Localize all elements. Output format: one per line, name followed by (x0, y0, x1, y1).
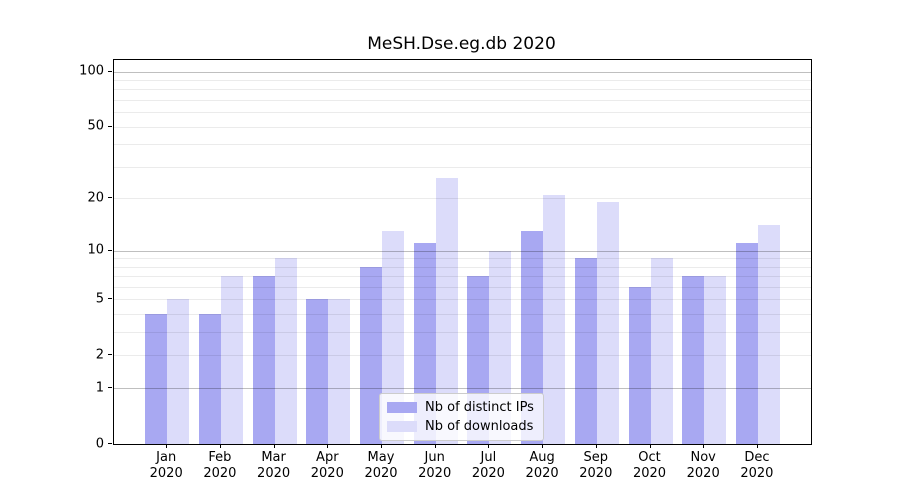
x-tick-mark-jul (488, 444, 490, 448)
x-tick-label-may: May 2020 (364, 450, 398, 481)
gridline-minor-y-60 (114, 112, 811, 114)
plot-area: Nb of distinct IPs Nb of downloads (113, 59, 812, 445)
bar-nb-of-downloads-may (382, 231, 404, 444)
bar-nb-of-distinct-ips-oct (628, 286, 651, 444)
x-tick-mark-apr (327, 444, 329, 448)
x-tick-mark-aug (542, 444, 544, 448)
x-tick-mark-jun (434, 444, 436, 448)
legend-swatch-distinct-ips-icon (387, 401, 417, 413)
bar-nb-of-distinct-ips-feb (198, 314, 221, 444)
bar-nb-of-distinct-ips-may (360, 266, 382, 444)
y-tick-mark-100 (108, 70, 112, 72)
bar-nb-of-downloads-dec (757, 225, 780, 444)
y-tick-label-2: 2 (95, 347, 104, 363)
x-tick-label-aug: Aug 2020 (525, 450, 559, 481)
gridline-minor-y-80 (114, 89, 811, 91)
gridline-minor-y-4 (114, 314, 811, 316)
legend: Nb of distinct IPs Nb of downloads (379, 393, 544, 441)
x-tick-label-jan: Jan 2020 (149, 450, 183, 481)
grid-layer (114, 60, 811, 444)
gridline-major-y-100 (114, 71, 811, 73)
gridline-minor-y-8 (114, 266, 811, 268)
x-tick-mark-jan (166, 444, 168, 448)
y-tick-mark-2 (108, 354, 112, 356)
bar-nb-of-downloads-apr (328, 299, 351, 444)
bar-nb-of-distinct-ips-nov (682, 276, 705, 444)
gridline-minor-y-70 (114, 100, 811, 102)
gridline-minor-y-6 (114, 286, 811, 288)
legend-label-downloads: Nb of downloads (425, 419, 534, 435)
x-tick-mark-oct (649, 444, 651, 448)
y-tick-label-1: 1 (95, 380, 104, 396)
y-tick-mark-5 (108, 298, 112, 300)
x-tick-label-mar: Mar 2020 (257, 450, 291, 481)
gridline-minor-y-30 (114, 166, 811, 168)
x-tick-mark-dec (756, 444, 758, 448)
bar-nb-of-downloads-oct (650, 258, 673, 444)
x-tick-mark-sep (595, 444, 597, 448)
x-tick-label-dec: Dec 2020 (740, 450, 774, 481)
gridline-minor-y-50 (114, 126, 811, 128)
legend-row-downloads: Nb of downloads (380, 419, 543, 434)
gridline-minor-y-5 (114, 299, 811, 301)
y-tick-label-20: 20 (87, 190, 104, 206)
y-tick-mark-1 (108, 387, 112, 389)
y-tick-mark-20 (108, 197, 112, 199)
x-tick-label-feb: Feb 2020 (203, 450, 237, 481)
bar-nb-of-downloads-jan (167, 299, 190, 444)
x-tick-label-jun: Jun 2020 (418, 450, 452, 481)
chart-title: MeSH.Dse.eg.db 2020 (367, 34, 556, 54)
bar-nb-of-downloads-sep (596, 202, 619, 444)
gridline-minor-y-2 (114, 355, 811, 357)
gridline-major-y-10 (114, 250, 811, 252)
y-tick-label-0: 0 (95, 436, 104, 451)
x-tick-label-jul: Jul 2020 (471, 450, 505, 481)
bar-nb-of-distinct-ips-dec (735, 243, 758, 444)
gridline-major-y-1 (114, 388, 811, 390)
bar-nb-of-downloads-nov (704, 276, 727, 444)
bar-nb-of-distinct-ips-apr (306, 299, 329, 444)
bar-nb-of-distinct-ips-sep (574, 258, 597, 444)
gridline-minor-y-7 (114, 276, 811, 278)
bar-nb-of-downloads-aug (543, 194, 566, 444)
y-tick-label-100: 100 (79, 63, 104, 79)
y-tick-mark-50 (108, 125, 112, 127)
legend-row-distinct-ips: Nb of distinct IPs (380, 400, 543, 415)
y-tick-label-50: 50 (87, 118, 104, 134)
gridline-minor-y-20 (114, 198, 811, 200)
bar-nb-of-distinct-ips-mar (252, 276, 275, 444)
bar-nb-of-downloads-feb (220, 276, 243, 444)
bar-nb-of-distinct-ips-jan (145, 314, 168, 444)
gridline-minor-y-9 (114, 258, 811, 260)
x-tick-label-nov: Nov 2020 (686, 450, 720, 481)
legend-label-distinct-ips: Nb of distinct IPs (425, 399, 534, 415)
bar-nb-of-distinct-ips-aug (521, 231, 544, 444)
x-tick-label-apr: Apr 2020 (310, 450, 344, 481)
legend-swatch-downloads-icon (387, 421, 417, 433)
bar-nb-of-downloads-mar (274, 258, 297, 444)
gridline-minor-y-90 (114, 80, 811, 81)
y-tick-mark-0 (108, 443, 112, 444)
y-tick-label-10: 10 (87, 242, 104, 258)
x-tick-mark-mar (273, 444, 275, 448)
bar-nb-of-downloads-jun (435, 178, 458, 444)
x-tick-label-sep: Sep 2020 (579, 450, 613, 481)
gridline-minor-y-3 (114, 332, 811, 334)
gridline-minor-y-40 (114, 144, 811, 146)
y-tick-label-5: 5 (95, 291, 104, 307)
x-tick-label-oct: Oct 2020 (632, 450, 667, 481)
y-tick-mark-10 (108, 249, 112, 251)
x-tick-mark-may (381, 444, 382, 448)
x-tick-mark-feb (219, 444, 221, 448)
x-tick-mark-nov (703, 444, 705, 448)
